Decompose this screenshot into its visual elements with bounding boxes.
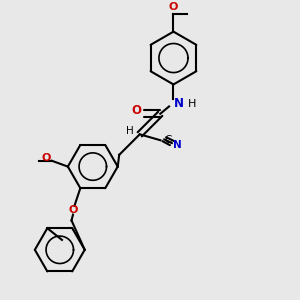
Text: O: O xyxy=(132,104,142,117)
Text: O: O xyxy=(68,205,78,215)
Text: H: H xyxy=(188,98,197,109)
Text: O: O xyxy=(169,2,178,12)
Text: N: N xyxy=(173,140,182,150)
Text: N: N xyxy=(174,97,184,110)
Text: C: C xyxy=(164,135,171,145)
Text: O: O xyxy=(41,153,50,163)
Text: H: H xyxy=(126,126,133,136)
